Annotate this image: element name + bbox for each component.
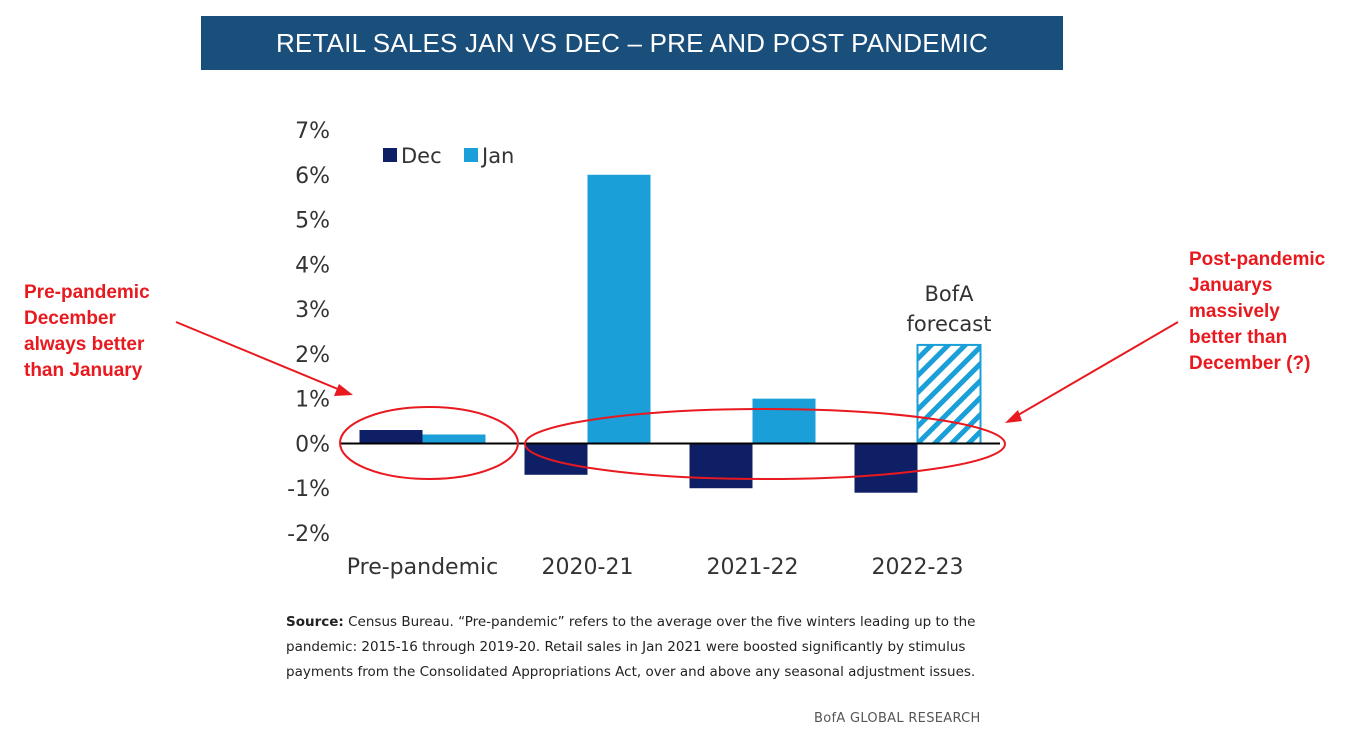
annotation-line: December bbox=[24, 308, 116, 329]
source-credit: BofA GLOBAL RESEARCH bbox=[814, 711, 981, 726]
pre-pandemic-annotation: Pre-pandemic December always better than… bbox=[24, 280, 214, 384]
x-tick-label: Pre-pandemic bbox=[347, 555, 498, 580]
annotation-line: Post-pandemic bbox=[1189, 249, 1326, 270]
bar-jan-2021-22 bbox=[752, 398, 816, 444]
annotation-line: always better bbox=[24, 334, 145, 355]
x-tick-label: 2022-23 bbox=[872, 555, 964, 580]
post-pandemic-annotation: Post-pandemic Januarys massively better … bbox=[1189, 247, 1353, 377]
forecast-label: BofA forecast bbox=[907, 282, 992, 336]
annotation-shapes bbox=[175, 321, 1179, 480]
y-tick-label: 0% bbox=[295, 432, 330, 457]
bar-dec-pre-pandemic bbox=[359, 430, 423, 444]
bar-dec-2022-23 bbox=[854, 443, 918, 493]
source-note: Source: Census Bureau. “Pre-pandemic” re… bbox=[286, 610, 1006, 685]
right-arrow-head bbox=[1005, 410, 1022, 423]
annotation-line: December (?) bbox=[1189, 353, 1311, 374]
y-tick-label: 3% bbox=[295, 298, 330, 323]
legend-swatch-jan bbox=[464, 148, 478, 162]
pre-pandemic-ellipse bbox=[339, 406, 519, 480]
legend-label-dec: Dec bbox=[401, 144, 442, 168]
annotation-line: massively bbox=[1189, 301, 1280, 322]
left-arrow-head bbox=[334, 384, 353, 396]
legend: Dec Jan bbox=[383, 144, 514, 168]
annotation-line: Januarys bbox=[1189, 275, 1273, 296]
forecast-label-line: forecast bbox=[907, 312, 992, 336]
legend-label-jan: Jan bbox=[480, 144, 514, 168]
annotation-line: Pre-pandemic bbox=[24, 282, 150, 303]
x-axis-labels: Pre-pandemic 2020-21 2021-22 2022-23 bbox=[347, 555, 964, 580]
bar-dec-2020-21 bbox=[524, 443, 588, 475]
chart-title: RETAIL SALES JAN VS DEC – PRE AND POST P… bbox=[201, 16, 1063, 70]
source-text: Census Bureau. “Pre-pandemic” refers to … bbox=[286, 614, 976, 680]
bar-jan-2022-23 bbox=[916, 343, 982, 445]
y-tick-label: 2% bbox=[295, 343, 330, 368]
y-tick-label: 7% bbox=[295, 119, 330, 144]
bar-jan-pre-pandemic bbox=[422, 434, 486, 444]
bars bbox=[359, 174, 982, 493]
post-pandemic-ellipse bbox=[524, 408, 1006, 480]
legend-swatch-dec bbox=[383, 148, 397, 162]
bar-dec-2021-22 bbox=[689, 443, 753, 489]
annotation-line: than January bbox=[24, 360, 143, 381]
left-arrow-line bbox=[175, 321, 346, 393]
forecast-label-line: BofA bbox=[924, 282, 974, 306]
y-tick-label: -2% bbox=[287, 522, 330, 547]
x-tick-label: 2021-22 bbox=[707, 555, 799, 580]
y-tick-label: 4% bbox=[295, 253, 330, 278]
y-axis-ticks: 7% 6% 5% 4% 3% 2% 1% 0% -1% -2% bbox=[287, 119, 330, 547]
y-tick-label: 6% bbox=[295, 164, 330, 189]
y-tick-label: -1% bbox=[287, 477, 330, 502]
right-arrow-line bbox=[1012, 321, 1179, 419]
source-label: Source: bbox=[286, 614, 344, 630]
annotation-line: better than bbox=[1189, 327, 1288, 348]
y-tick-label: 1% bbox=[295, 388, 330, 413]
x-tick-label: 2020-21 bbox=[542, 555, 634, 580]
bar-jan-2020-21 bbox=[587, 174, 651, 444]
y-tick-label: 5% bbox=[295, 209, 330, 234]
